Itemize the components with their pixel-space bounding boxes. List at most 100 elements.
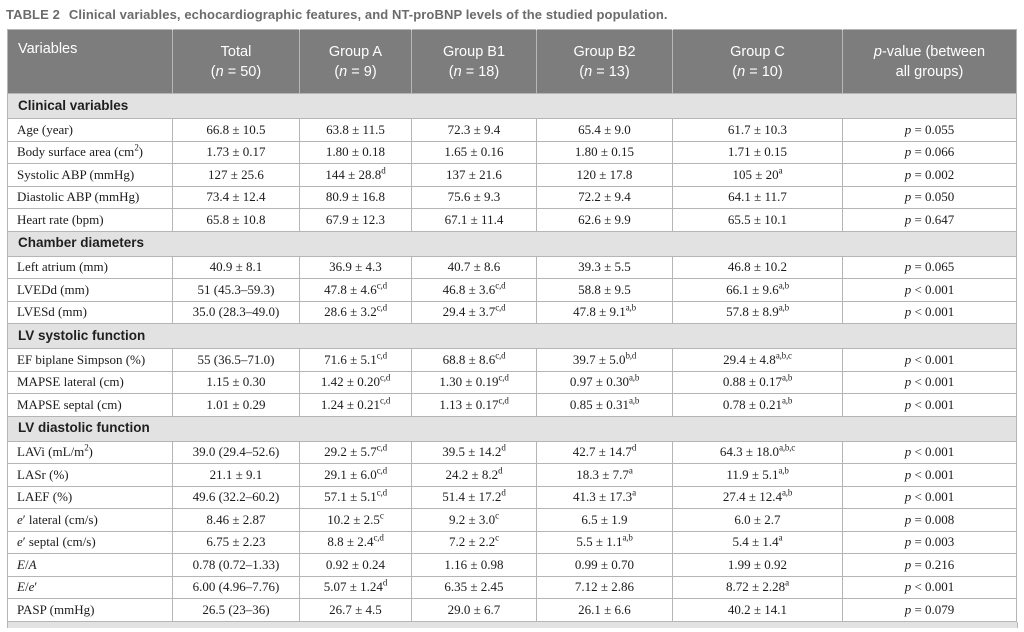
section-title: Chamber diameters xyxy=(7,230,1017,257)
p-value-cell: p < 0.001 xyxy=(842,440,1017,465)
value-cell: 36.9 ± 4.3 xyxy=(299,255,412,280)
value-cell: 5.5 ± 1.1a,b xyxy=(536,530,673,555)
value-cell: 0.99 ± 0.70 xyxy=(536,553,673,577)
value-cell: 7.2 ± 2.2c xyxy=(411,530,537,555)
p-value-cell: p = 0.055 xyxy=(842,118,1017,142)
value-cell: 1.71 ± 0.15 xyxy=(672,140,843,165)
value-cell: 0.88 ± 0.17a,b xyxy=(672,370,843,395)
value-cell: 11.9 ± 5.1a,b xyxy=(672,463,843,487)
value-cell: 72.2 ± 9.4 xyxy=(536,185,673,210)
value-cell: 62.6 ± 9.9 xyxy=(536,208,673,232)
value-cell: 1.16 ± 0.98 xyxy=(411,553,537,577)
table-row: Left atrium (mm) 40.9 ± 8.1 36.9 ± 4.3 40.7… xyxy=(7,255,1017,280)
table-header: Variables Total (n = 50) Group A (n = 9)… xyxy=(7,29,1017,94)
value-cell: 5.4 ± 1.4a xyxy=(672,530,843,555)
value-cell: 26.1 ± 6.6 xyxy=(536,598,673,622)
value-cell: 1.73 ± 0.17 xyxy=(172,140,300,165)
value-cell: 80.9 ± 16.8 xyxy=(299,185,412,210)
value-cell: 10.2 ± 2.5c xyxy=(299,508,412,532)
table-row: LVESd (mm) 35.0 (28.3–49.0) 28.6 ± 3.2c,d 2… xyxy=(7,300,1017,325)
value-cell: 120 ± 17.8 xyxy=(536,163,673,187)
variable-cell: Age (year) xyxy=(7,118,173,142)
table-row: Age (year) 66.8 ± 10.5 63.8 ± 11.5 72.3 ± 9… xyxy=(7,118,1017,142)
value-cell: 0.97 ± 0.30a,b xyxy=(536,370,673,395)
variable-cell: MAPSE lateral (cm) xyxy=(7,370,173,395)
p-value-cell: p = 0.003 xyxy=(842,530,1017,555)
value-cell: 35.0 (28.3–49.0) xyxy=(172,300,300,325)
value-cell: 63.8 ± 11.5 xyxy=(299,118,412,142)
section-row: Clinical variables xyxy=(7,93,1017,119)
value-cell: 9.2 ± 3.0c xyxy=(411,508,537,532)
p-value-cell: p = 0.008 xyxy=(842,508,1017,532)
value-cell: 5.07 ± 1.24d xyxy=(299,575,412,600)
value-cell: 6.75 ± 2.23 xyxy=(172,530,300,555)
value-cell: 1.01 ± 0.29 xyxy=(172,393,300,417)
table-row: E/A 0.78 (0.72–1.33) 0.92 ± 0.24 1.16 ± 0.9… xyxy=(7,553,1017,577)
value-cell: 29.2 ± 5.7c,d xyxy=(299,440,412,465)
value-cell: 1.30 ± 0.19c,d xyxy=(411,370,537,395)
value-cell: 7.12 ± 2.86 xyxy=(536,575,673,600)
variable-cell: EF biplane Simpson (%) xyxy=(7,348,173,372)
value-cell: 1.80 ± 0.18 xyxy=(299,140,412,165)
value-cell: 57.8 ± 8.9a,b xyxy=(672,300,843,325)
value-cell: 105 ± 20a xyxy=(672,163,843,187)
col-header-label: Group A xyxy=(328,43,383,60)
value-cell: 40.2 ± 14.1 xyxy=(672,598,843,622)
p-value-cell: p < 0.001 xyxy=(842,370,1017,395)
variable-cell: LAEF (%) xyxy=(7,485,173,510)
value-cell: 65.8 ± 10.8 xyxy=(172,208,300,232)
value-cell: 137 ± 21.6 xyxy=(411,163,537,187)
table-row: Diastolic ABP (mmHg) 73.4 ± 12.4 80.9 ± 16… xyxy=(7,185,1017,210)
variable-cell: LVESd (mm) xyxy=(7,300,173,325)
variable-cell: MAPSE septal (cm) xyxy=(7,393,173,417)
p-value-cell: p = 0.065 xyxy=(842,255,1017,280)
value-cell: 46.8 ± 10.2 xyxy=(672,255,843,280)
value-cell: 24.2 ± 8.2d xyxy=(411,463,537,487)
p-value-cell: p = 0.647 xyxy=(842,208,1017,232)
table-row: e′ septal (cm/s) 6.75 ± 2.23 8.8 ± 2.4c,d 7… xyxy=(7,530,1017,555)
table-row: MAPSE septal (cm) 1.01 ± 0.29 1.24 ± 0.21c… xyxy=(7,393,1017,417)
value-cell: 29.1 ± 6.0c,d xyxy=(299,463,412,487)
value-cell: 28.6 ± 3.2c,d xyxy=(299,300,412,325)
col-header-label: p-value (between xyxy=(873,43,986,60)
value-cell: 66.8 ± 10.5 xyxy=(172,118,300,142)
col-header-sub: (n = 9) xyxy=(334,63,377,80)
col-header-label: Group B1 xyxy=(442,43,506,60)
variable-cell: PASP (mmHg) xyxy=(7,598,173,622)
col-header-sub: (n = 50) xyxy=(210,63,262,80)
value-cell: 39.7 ± 5.0b,d xyxy=(536,348,673,372)
value-cell: 127 ± 25.6 xyxy=(172,163,300,187)
variable-cell: e′ septal (cm/s) xyxy=(7,530,173,555)
value-cell: 61.7 ± 10.3 xyxy=(672,118,843,142)
section-title: Clinical variables xyxy=(7,93,1017,119)
value-cell: 40.7 ± 8.6 xyxy=(411,255,537,280)
value-cell: 46.8 ± 3.6c,d xyxy=(411,278,537,302)
table-row: LASr (%) 21.1 ± 9.1 29.1 ± 6.0c,d 24.2 ± 8.… xyxy=(7,463,1017,487)
table-row: Systolic ABP (mmHg) 127 ± 25.6 144 ± 28.8d… xyxy=(7,163,1017,187)
value-cell: 51 (45.3–59.3) xyxy=(172,278,300,302)
col-header-group-c: Group C (n = 10) xyxy=(672,29,843,94)
value-cell: 0.78 (0.72–1.33) xyxy=(172,553,300,577)
value-cell: 1.42 ± 0.20c,d xyxy=(299,370,412,395)
table-row: LVEDd (mm) 51 (45.3–59.3) 47.8 ± 4.6c,d 46.… xyxy=(7,278,1017,302)
p-value-cell: p < 0.001 xyxy=(842,463,1017,487)
value-cell: 55 (36.5–71.0) xyxy=(172,348,300,372)
variable-cell: LASr (%) xyxy=(7,463,173,487)
value-cell: 1.99 ± 0.92 xyxy=(672,553,843,577)
table-row: Heart rate (bpm) 65.8 ± 10.8 67.9 ± 12.3 67… xyxy=(7,208,1017,232)
value-cell: 65.5 ± 10.1 xyxy=(672,208,843,232)
table-row: e′ lateral (cm/s) 8.46 ± 2.87 10.2 ± 2.5c 9… xyxy=(7,508,1017,532)
col-header-p-value: p-value (between all groups) xyxy=(842,29,1017,94)
value-cell: 6.00 (4.96–7.76) xyxy=(172,575,300,600)
col-header-label: Group C xyxy=(730,43,785,60)
col-header-label: Group B2 xyxy=(573,43,636,60)
value-cell: 39.3 ± 5.5 xyxy=(536,255,673,280)
value-cell: 64.3 ± 18.0a,b,c xyxy=(672,440,843,465)
value-cell: 29.4 ± 4.8a,b,c xyxy=(672,348,843,372)
footnote-strip xyxy=(7,622,1018,628)
p-value-cell: p < 0.001 xyxy=(842,348,1017,372)
p-value-cell: p = 0.050 xyxy=(842,185,1017,210)
value-cell: 49.6 (32.2–60.2) xyxy=(172,485,300,510)
value-cell: 58.8 ± 9.5 xyxy=(536,278,673,302)
col-header-variables: Variables xyxy=(7,29,173,94)
